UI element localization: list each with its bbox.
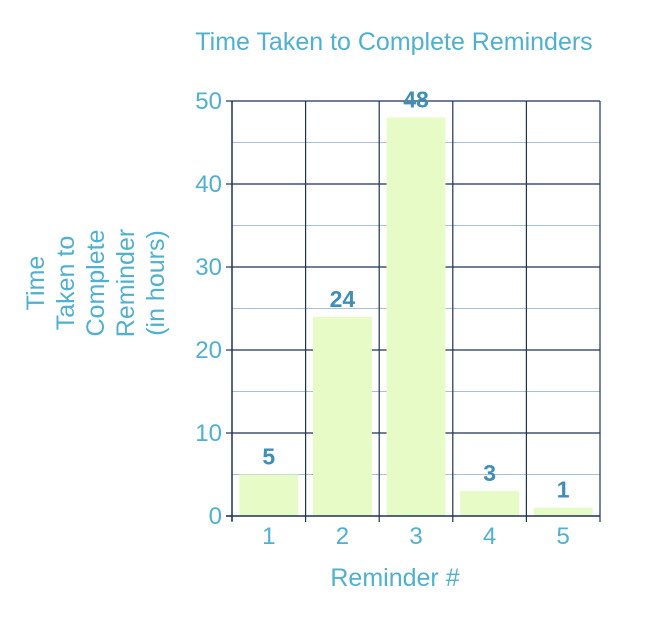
y-axis-title: Time Taken to Complete Reminder (in hour…: [22, 229, 170, 337]
bar-4: [460, 491, 520, 516]
y-tick-label: 30: [195, 254, 222, 281]
x-tick-label: 1: [262, 523, 275, 550]
tick-labels: 0 10 20 30 40 50 1 2 3 4 5: [195, 88, 570, 550]
chart-title: Time Taken to Complete Reminders: [195, 28, 592, 56]
bar-1: [239, 474, 299, 516]
data-label: 48: [403, 87, 429, 113]
y-tick-label: 50: [195, 88, 222, 115]
x-tick-label: 5: [557, 523, 570, 550]
bar-5: [533, 507, 593, 516]
x-tick-label: 2: [336, 523, 349, 550]
x-axis-title: Reminder #: [330, 564, 459, 592]
y-tick-label: 40: [195, 171, 222, 198]
y-axis-title-line: Taken to: [52, 236, 80, 331]
axes: [226, 100, 601, 522]
y-axis-title-line: Complete: [82, 230, 110, 337]
y-tick-label: 0: [209, 503, 222, 530]
data-label: 3: [483, 460, 496, 486]
data-labels: 5 24 48 3 1: [262, 87, 569, 503]
bar-3: [386, 117, 446, 516]
x-tick-label: 4: [483, 523, 496, 550]
bars: [239, 117, 593, 516]
y-axis-title-line: Reminder: [112, 229, 140, 337]
y-tick-label: 10: [195, 420, 222, 447]
x-tick-label: 3: [409, 523, 422, 550]
data-label: 24: [330, 286, 356, 312]
y-axis-title-line: (in hours): [142, 230, 170, 336]
data-label: 5: [262, 444, 275, 470]
y-axis-title-line: Time: [22, 256, 50, 311]
bar-2: [312, 316, 372, 516]
data-label: 1: [557, 477, 570, 503]
y-tick-label: 20: [195, 337, 222, 364]
